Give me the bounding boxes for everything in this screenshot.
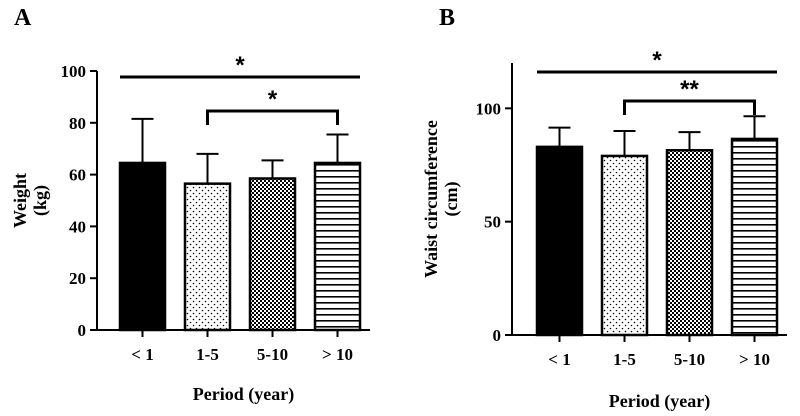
- x-tick-label: 1-5: [613, 350, 636, 369]
- panel-b-label: B: [439, 5, 455, 31]
- x-tick-label: < 1: [548, 350, 570, 369]
- x-tick-label: 1-5: [196, 345, 219, 364]
- x-axis-title: Period (year): [609, 391, 710, 412]
- significance-label: *: [268, 86, 278, 113]
- y-axis-title: Waist circumference: [421, 120, 441, 278]
- bar: [535, 145, 584, 337]
- x-tick-label: 5-10: [674, 350, 705, 369]
- y-tick-label: 0: [78, 321, 87, 340]
- y-axis-unit: (kg): [30, 185, 51, 216]
- y-axis-unit: (cm): [441, 182, 462, 217]
- significance-label: **: [680, 76, 699, 103]
- y-tick-label: 40: [69, 217, 86, 236]
- y-tick-label: 50: [484, 213, 501, 232]
- x-tick-label: > 10: [739, 350, 770, 369]
- bar: [665, 149, 714, 337]
- bar: [183, 182, 232, 332]
- x-tick-label: > 10: [322, 345, 353, 364]
- significance-label: *: [652, 47, 662, 74]
- bar: [248, 177, 297, 332]
- y-tick-label: 100: [476, 99, 502, 118]
- bar: [118, 161, 167, 332]
- panel-b-chart: 0 50 100 Waist circumference (cm) < 1 1-5 5-10 >…: [421, 47, 787, 412]
- x-tick-label: < 1: [131, 345, 153, 364]
- bar: [600, 154, 649, 337]
- x-axis-title: Period (year): [193, 384, 294, 405]
- panel-a-label: A: [14, 5, 32, 31]
- bar: [313, 161, 362, 332]
- significance-label: *: [235, 52, 245, 79]
- x-tick-label: 5-10: [257, 345, 288, 364]
- bar: [730, 137, 779, 337]
- significance-bracket: [623, 99, 756, 115]
- y-tick-label: 100: [61, 62, 87, 81]
- y-tick-label: 20: [69, 269, 86, 288]
- significance-bracket: [206, 109, 339, 125]
- y-tick-label: 60: [69, 166, 86, 185]
- y-axis-title: Weight: [10, 173, 30, 228]
- y-tick-label: 80: [69, 114, 86, 133]
- y-tick-label: 0: [493, 326, 502, 345]
- panel-a-chart: 0 20 40 60 80 100 Weight (kg) < 1 1-5 5-10 > 10 Peri…: [10, 52, 370, 405]
